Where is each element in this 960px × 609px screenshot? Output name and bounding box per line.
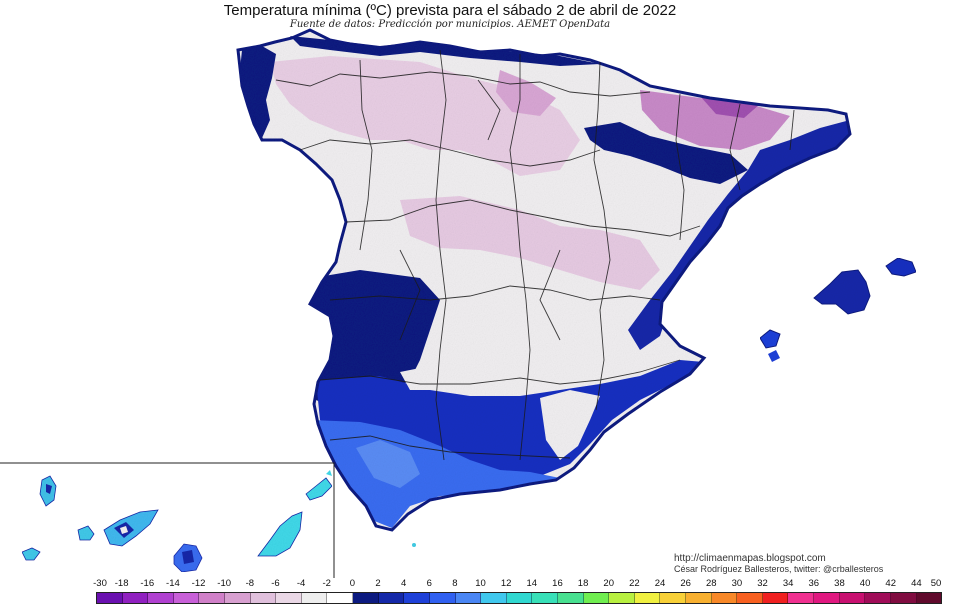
credit-author: César Rodríguez Ballesteros, twitter: @c… xyxy=(674,564,884,574)
color-scale-swatch xyxy=(122,593,149,603)
color-scale-tick-label: 30 xyxy=(731,578,743,589)
color-scale-tick-label: 32 xyxy=(757,578,768,589)
color-scale-swatch xyxy=(583,593,610,603)
color-scale-swatch xyxy=(737,593,763,603)
color-scale-swatch xyxy=(378,593,405,603)
color-scale-tick-label: 38 xyxy=(834,578,845,589)
color-scale-swatch xyxy=(327,593,354,603)
color-scale-tick-label: -14 xyxy=(166,578,180,589)
color-scale-swatch xyxy=(353,593,379,603)
color-scale-swatch xyxy=(506,593,533,603)
color-scale-swatch xyxy=(762,593,789,603)
color-scale-tick-label: -8 xyxy=(245,578,255,589)
color-scale-tick-label: 0 xyxy=(349,578,356,589)
color-scale-swatch xyxy=(839,593,866,603)
alboran-dot xyxy=(412,543,416,547)
color-scale-tick-label: 18 xyxy=(577,578,589,589)
color-scale-swatch xyxy=(404,593,430,603)
color-scale-legend: -30 -18 -16 -14 -12 -10 -8 -6 -4 -2 0 2 4 6 8 10 12 14 16 1… xyxy=(93,578,942,606)
balearic-islands xyxy=(759,257,917,362)
color-scale-swatch xyxy=(711,593,738,603)
color-scale-tick-label: 6 xyxy=(426,578,432,589)
color-scale-tick-label: 24 xyxy=(654,578,666,589)
color-scale-tick-label: 12 xyxy=(500,578,512,589)
color-scale-tick-label: 22 xyxy=(629,578,640,589)
color-scale-swatch xyxy=(865,593,891,603)
color-scale-swatch xyxy=(455,593,482,603)
color-scale-swatch xyxy=(276,593,302,603)
color-scale-tick-label: 8 xyxy=(452,578,458,589)
color-scale-tick-label: -12 xyxy=(191,578,206,589)
credit-url: http://climaenmapas.blogspot.com xyxy=(674,553,826,564)
color-scale-swatch xyxy=(429,593,456,603)
color-scale-swatch xyxy=(199,593,226,603)
color-scale-swatch xyxy=(148,593,174,603)
color-scale-tick-label: 16 xyxy=(552,578,563,589)
color-scale-swatch xyxy=(532,593,558,603)
color-scale-tick-label: 44 xyxy=(911,578,922,589)
color-scale-swatch xyxy=(97,593,123,603)
color-scale-swatch xyxy=(250,593,277,603)
color-scale-tick-label: 28 xyxy=(705,578,717,589)
color-scale-tick-label: -6 xyxy=(271,578,280,589)
canary-islands-inset xyxy=(0,462,335,578)
color-scale-swatch xyxy=(634,593,661,603)
color-scale-tick-label: -4 xyxy=(296,578,306,589)
color-scale-tick-label: -18 xyxy=(114,578,129,589)
province-borders xyxy=(275,49,795,461)
color-scale-swatch xyxy=(225,593,251,603)
color-scale-tick-label: 26 xyxy=(680,578,691,589)
color-scale-swatch xyxy=(660,593,687,603)
color-scale-tick-label: -30 xyxy=(93,578,107,589)
color-scale-tick-label: 20 xyxy=(603,578,615,589)
color-scale-tick-label: 42 xyxy=(885,578,897,589)
color-scale-swatch xyxy=(301,593,328,603)
color-scale-swatch xyxy=(814,593,840,603)
color-scale-tick-label: -16 xyxy=(140,578,155,589)
color-scale-swatch xyxy=(788,593,815,603)
color-scale-swatch xyxy=(557,593,584,603)
color-scale-swatch xyxy=(481,593,507,603)
color-scale-tick-label: -10 xyxy=(217,578,232,589)
peninsula xyxy=(236,28,852,532)
color-scale-swatch xyxy=(686,593,712,603)
color-scale-swatch xyxy=(890,593,917,603)
color-scale-tick-label: 40 xyxy=(859,578,871,589)
color-scale-swatch xyxy=(173,593,200,603)
color-scale-tick-label: -2 xyxy=(322,578,331,589)
color-scale-tick-label: 10 xyxy=(475,578,486,589)
page-subtitle: Fuente de datos: Predicción por municipi… xyxy=(289,19,611,30)
color-scale-tick-label: 50 xyxy=(930,578,942,589)
color-scale-tick-label: 4 xyxy=(400,578,407,589)
color-scale-tick-label: 14 xyxy=(526,578,538,589)
color-scale-ticks: -30 -18 -16 -14 -12 -10 -8 -6 -4 -2 0 2 4 6 8 10 12 14 16 1… xyxy=(93,578,942,592)
color-scale-swatch xyxy=(916,593,942,603)
color-scale-tick-label: 36 xyxy=(808,578,820,589)
color-scale-tick-label: 2 xyxy=(375,578,381,589)
color-scale-tick-label: 34 xyxy=(782,578,794,589)
color-scale-bar xyxy=(96,592,942,604)
color-scale-swatch xyxy=(609,593,635,603)
page-title: Temperatura mínima (ºC) prevista para el… xyxy=(223,2,677,19)
